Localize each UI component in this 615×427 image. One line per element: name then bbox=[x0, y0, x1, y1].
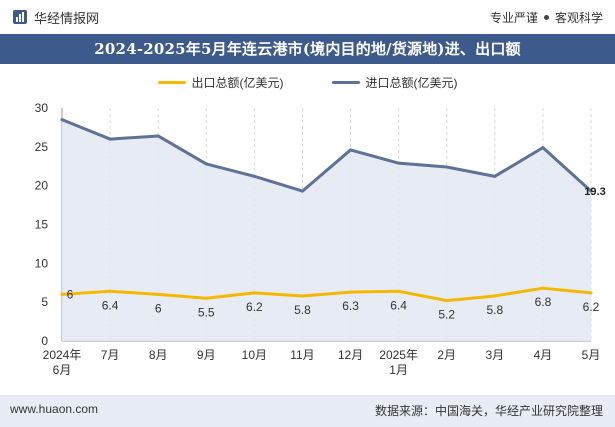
export-point bbox=[493, 294, 497, 298]
export-point bbox=[445, 299, 449, 303]
y-tick-label: 30 bbox=[35, 101, 49, 115]
export-data-label: 6.2 bbox=[583, 300, 600, 314]
legend-item-export[interactable]: 出口总额(亿美元) bbox=[157, 74, 284, 91]
import-point bbox=[445, 165, 449, 169]
export-data-label: 6.3 bbox=[342, 299, 359, 313]
x-tick-label: 8月 bbox=[149, 348, 168, 362]
x-tick-label: 10月 bbox=[242, 348, 267, 362]
export-data-label: 6.4 bbox=[390, 298, 407, 312]
export-data-label: 6.2 bbox=[246, 300, 263, 314]
x-tick-label: 11月 bbox=[290, 348, 314, 362]
import-series-line bbox=[61, 118, 593, 193]
footer-source: 数据来源：中国海关，华经产业研究院整理 bbox=[374, 404, 603, 418]
title-bar: 2024-2025年5月年连云港市(境内目的地/货源地)进、出口额 bbox=[0, 34, 615, 64]
legend-item-import[interactable]: 进口总额(亿美元) bbox=[331, 74, 458, 91]
export-data-label: 6.8 bbox=[535, 295, 552, 309]
import-point bbox=[589, 189, 593, 193]
x-tick-label: 2024年 6月 bbox=[43, 348, 82, 377]
import-point bbox=[397, 161, 401, 165]
import-point bbox=[204, 162, 208, 166]
footer: www.huaon.com 数据来源：中国海关，华经产业研究院整理 bbox=[0, 395, 615, 427]
export-series-line bbox=[61, 286, 592, 303]
import-point bbox=[108, 137, 112, 141]
import-point bbox=[493, 174, 497, 178]
footer-website[interactable]: www.huaon.com bbox=[10, 402, 99, 416]
export-point bbox=[60, 292, 64, 296]
y-tick-label: 5 bbox=[41, 295, 48, 309]
import-data-label: 19.3 bbox=[584, 186, 605, 198]
import-point bbox=[252, 174, 256, 178]
line-chart: 0 5 10 15 20 25 30 2024年 6月 7月 8月 9月 10月 11月 12月 2025年 1… bbox=[35, 101, 606, 377]
x-tick-label: 7月 bbox=[101, 348, 120, 362]
brand-name: 华经情报网 bbox=[34, 10, 100, 26]
export-data-label: 5.2 bbox=[438, 308, 455, 322]
export-point bbox=[156, 292, 160, 296]
export-data-label: 5.8 bbox=[486, 303, 503, 317]
export-point bbox=[300, 294, 304, 298]
brand[interactable]: 华经情报网 bbox=[12, 7, 99, 27]
export-point bbox=[349, 290, 353, 294]
x-tick-label: 3月 bbox=[485, 348, 504, 362]
legend-label-import: 进口总额(亿美元) bbox=[365, 75, 458, 90]
x-tick-label: 4月 bbox=[534, 348, 553, 362]
export-point bbox=[204, 296, 208, 300]
legend-label-export: 出口总额(亿美元) bbox=[191, 75, 284, 90]
header-tags: 专业严谨 客观科学 bbox=[490, 7, 603, 27]
x-tick-label: 2月 bbox=[437, 348, 456, 362]
x-tick-label: 2025年 1月 bbox=[379, 348, 418, 377]
y-tick-label: 10 bbox=[35, 256, 49, 270]
y-tick-label: 25 bbox=[35, 140, 49, 154]
top-bar: 华经情报网 专业严谨 客观科学 bbox=[0, 0, 615, 34]
export-point bbox=[397, 289, 401, 293]
y-tick-label: 0 bbox=[41, 334, 48, 348]
legend-swatch-import bbox=[331, 80, 360, 84]
tag-professional: 专业严谨 bbox=[489, 10, 538, 25]
x-tick-label: 5月 bbox=[582, 348, 601, 362]
export-data-label: 6 bbox=[67, 287, 74, 301]
x-tick-label: 12月 bbox=[338, 348, 363, 362]
export-data-label: 5.5 bbox=[198, 305, 215, 319]
export-data-label: 6 bbox=[155, 301, 162, 315]
import-area bbox=[62, 119, 591, 342]
legend-swatch-export bbox=[157, 80, 186, 84]
x-tick-label: 9月 bbox=[197, 348, 216, 362]
import-point bbox=[541, 146, 545, 150]
export-point bbox=[541, 286, 545, 290]
import-point bbox=[300, 189, 304, 193]
tag-objective: 客观科学 bbox=[554, 10, 603, 25]
export-point bbox=[108, 289, 112, 293]
chart-title: 2024-2025年5月年连云港市(境内目的地/货源地)进、出口额 bbox=[94, 40, 521, 58]
y-tick-label: 20 bbox=[35, 179, 49, 193]
export-point bbox=[252, 291, 256, 295]
import-point bbox=[60, 118, 64, 122]
tag-separator-dot bbox=[543, 14, 549, 20]
brand-logo-icon bbox=[13, 10, 27, 24]
import-point bbox=[156, 134, 160, 138]
import-point bbox=[349, 148, 353, 152]
export-data-label: 6.4 bbox=[102, 298, 119, 312]
export-point bbox=[589, 291, 593, 295]
y-tick-label: 15 bbox=[35, 218, 49, 232]
chart-legend: 出口总额(亿美元) 进口总额(亿美元) bbox=[0, 72, 615, 92]
export-data-label: 5.8 bbox=[294, 303, 311, 317]
